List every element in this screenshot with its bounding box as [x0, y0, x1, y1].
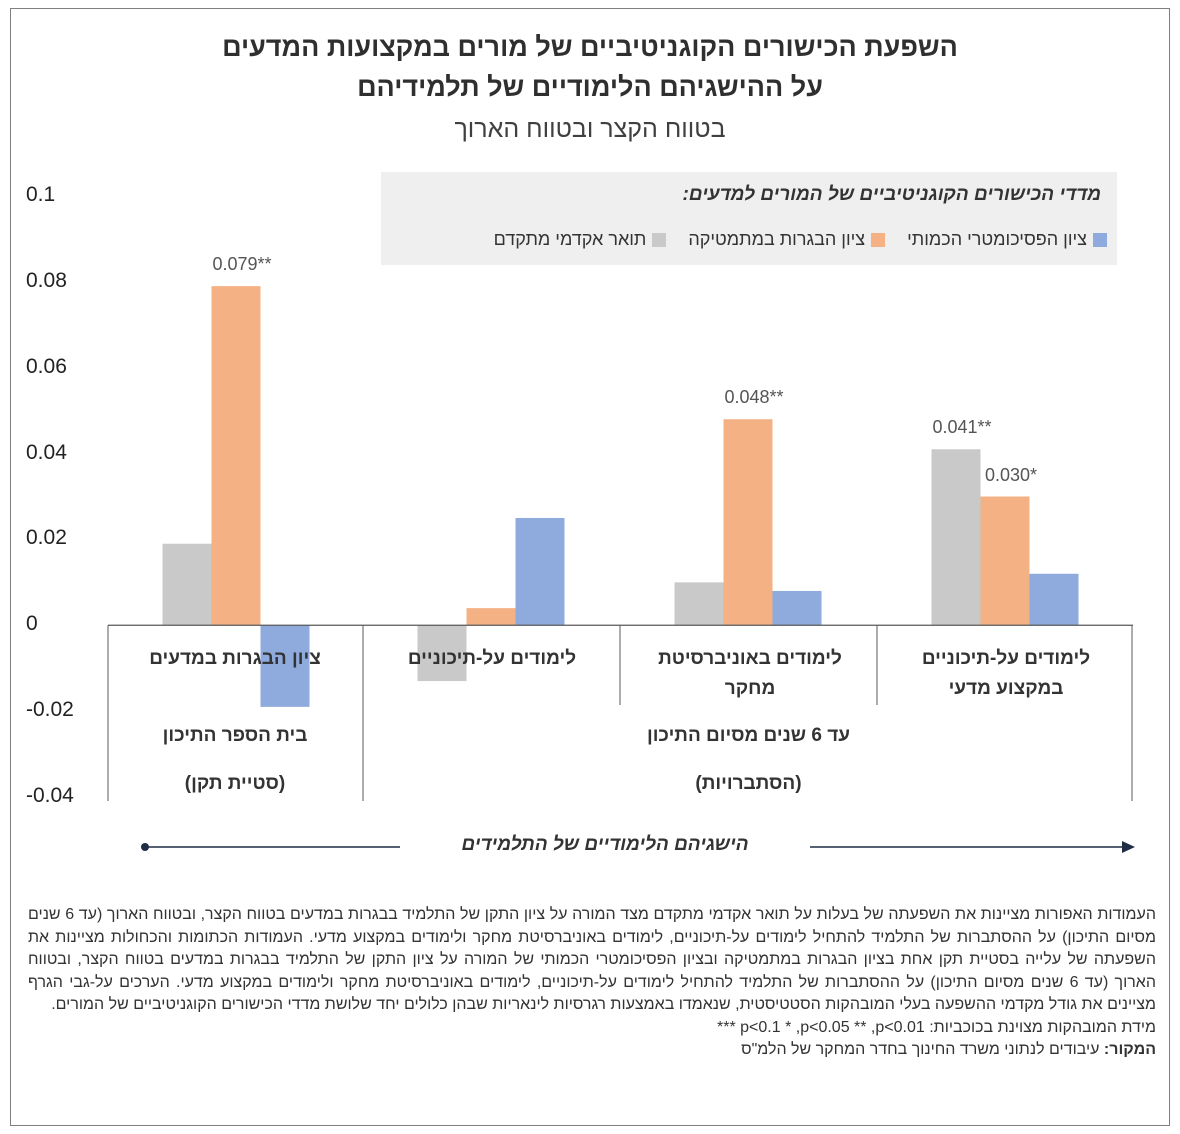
y-tick-label: 0.1: [26, 183, 56, 206]
y-tick-label: 0: [26, 612, 38, 636]
bar-data-label: 0.079**: [212, 254, 272, 275]
bar-data-label: 0.030*: [984, 464, 1038, 485]
source-text: עיבודים לנתוני משרד החינוך בחדר המחקר של…: [741, 1041, 1104, 1058]
bar: [931, 449, 981, 626]
bar: [211, 286, 261, 626]
bar: [674, 582, 724, 626]
group-unit-high-school: (סטיית תקן): [184, 773, 286, 794]
legend-item-psychometric: ציון הפסיכומטרי הכמותי: [907, 229, 1107, 250]
legend-item-degree: תואר אקדמי מתקדם: [494, 229, 667, 250]
bar-data-label: 0.041**: [932, 417, 992, 438]
chart-title-line1: השפעת הכישורים הקוגניטיביים של מורים במק…: [222, 32, 958, 62]
legend-item-math: ציון הבגרות במתמטיקה: [688, 229, 886, 250]
legend-label: ציון הפסיכומטרי הכמותי: [907, 229, 1087, 249]
y-tick-label: 0.02: [26, 526, 67, 550]
category-label-science-matriculation: ציון הבגרות במדעים: [149, 648, 321, 669]
y-tick-label: -0.04: [26, 784, 74, 807]
legend-swatch-orange: [871, 232, 886, 247]
bar: [723, 419, 773, 626]
group-label-high-school: בית הספר התיכון: [162, 725, 308, 746]
notes: העמודות האפורות מציינות את השפעתה של בעל…: [28, 904, 1156, 1062]
bar: [1029, 573, 1079, 626]
legend-swatch-blue: [1093, 232, 1107, 247]
chart-subtitle: בטווח הקצר ובטווח הארוך: [454, 115, 726, 143]
group-unit-six-years: (הסתברויות): [695, 773, 802, 794]
arrow-head-icon: [1122, 841, 1135, 853]
chart-title-line2: על ההישגיהם הלימודיים של תלמידיהם: [357, 72, 823, 102]
bar: [260, 625, 310, 707]
y-tick-label: -0.02: [26, 698, 74, 722]
notes-significance: מידת המובהקות מצוינת בכוכביות: p<0.1 * ,…: [717, 1018, 1156, 1036]
source-key: המקור:: [1103, 1041, 1156, 1058]
x-axis-caption: הישגיהם הלימודיים של התלמידים: [400, 834, 810, 856]
notes-paragraph: העמודות האפורות מציינות את השפעתה של בעל…: [28, 906, 1157, 1013]
legend-items: ציון הפסיכומטרי הכמותי ציון הבגרות במתמט…: [494, 229, 1107, 250]
y-tick-label: 0.04: [26, 440, 67, 464]
category-label-research-university: לימודים באוניברסיטת מחקר: [658, 648, 842, 699]
legend-swatch-gray: [652, 232, 667, 247]
group-label-six-years: עד 6 שנים מסיום התיכון: [646, 725, 851, 746]
legend-label: ציון הבגרות במתמטיקה: [688, 229, 866, 249]
bar: [417, 625, 467, 682]
legend: מדדי הכישורים הקוגניטיביים של המורים למד…: [381, 172, 1117, 265]
figure-frame: [10, 8, 1170, 1126]
category-label-post-secondary: לימודים על-תיכוניים: [407, 648, 577, 669]
bar: [980, 496, 1030, 626]
notes-source: המקור: עיבודים לנתוני משרד החינוך בחדר ה…: [28, 1039, 1156, 1062]
legend-title: מדדי הכישורים הקוגניטיביים של המורים למד…: [682, 184, 1101, 205]
bar: [162, 543, 212, 626]
bar-data-label: 0.048**: [724, 387, 784, 408]
arrow-start-dot: [141, 843, 149, 851]
bar: [515, 517, 565, 626]
y-tick-label: 0.08: [26, 268, 67, 292]
bar: [772, 590, 822, 626]
y-tick-label: 0.06: [26, 354, 67, 378]
category-label-post-secondary-science: לימודים על-תיכוניים במקצוע מדעי: [921, 648, 1091, 699]
legend-label: תואר אקדמי מתקדם: [493, 229, 647, 249]
bar: [466, 608, 516, 626]
